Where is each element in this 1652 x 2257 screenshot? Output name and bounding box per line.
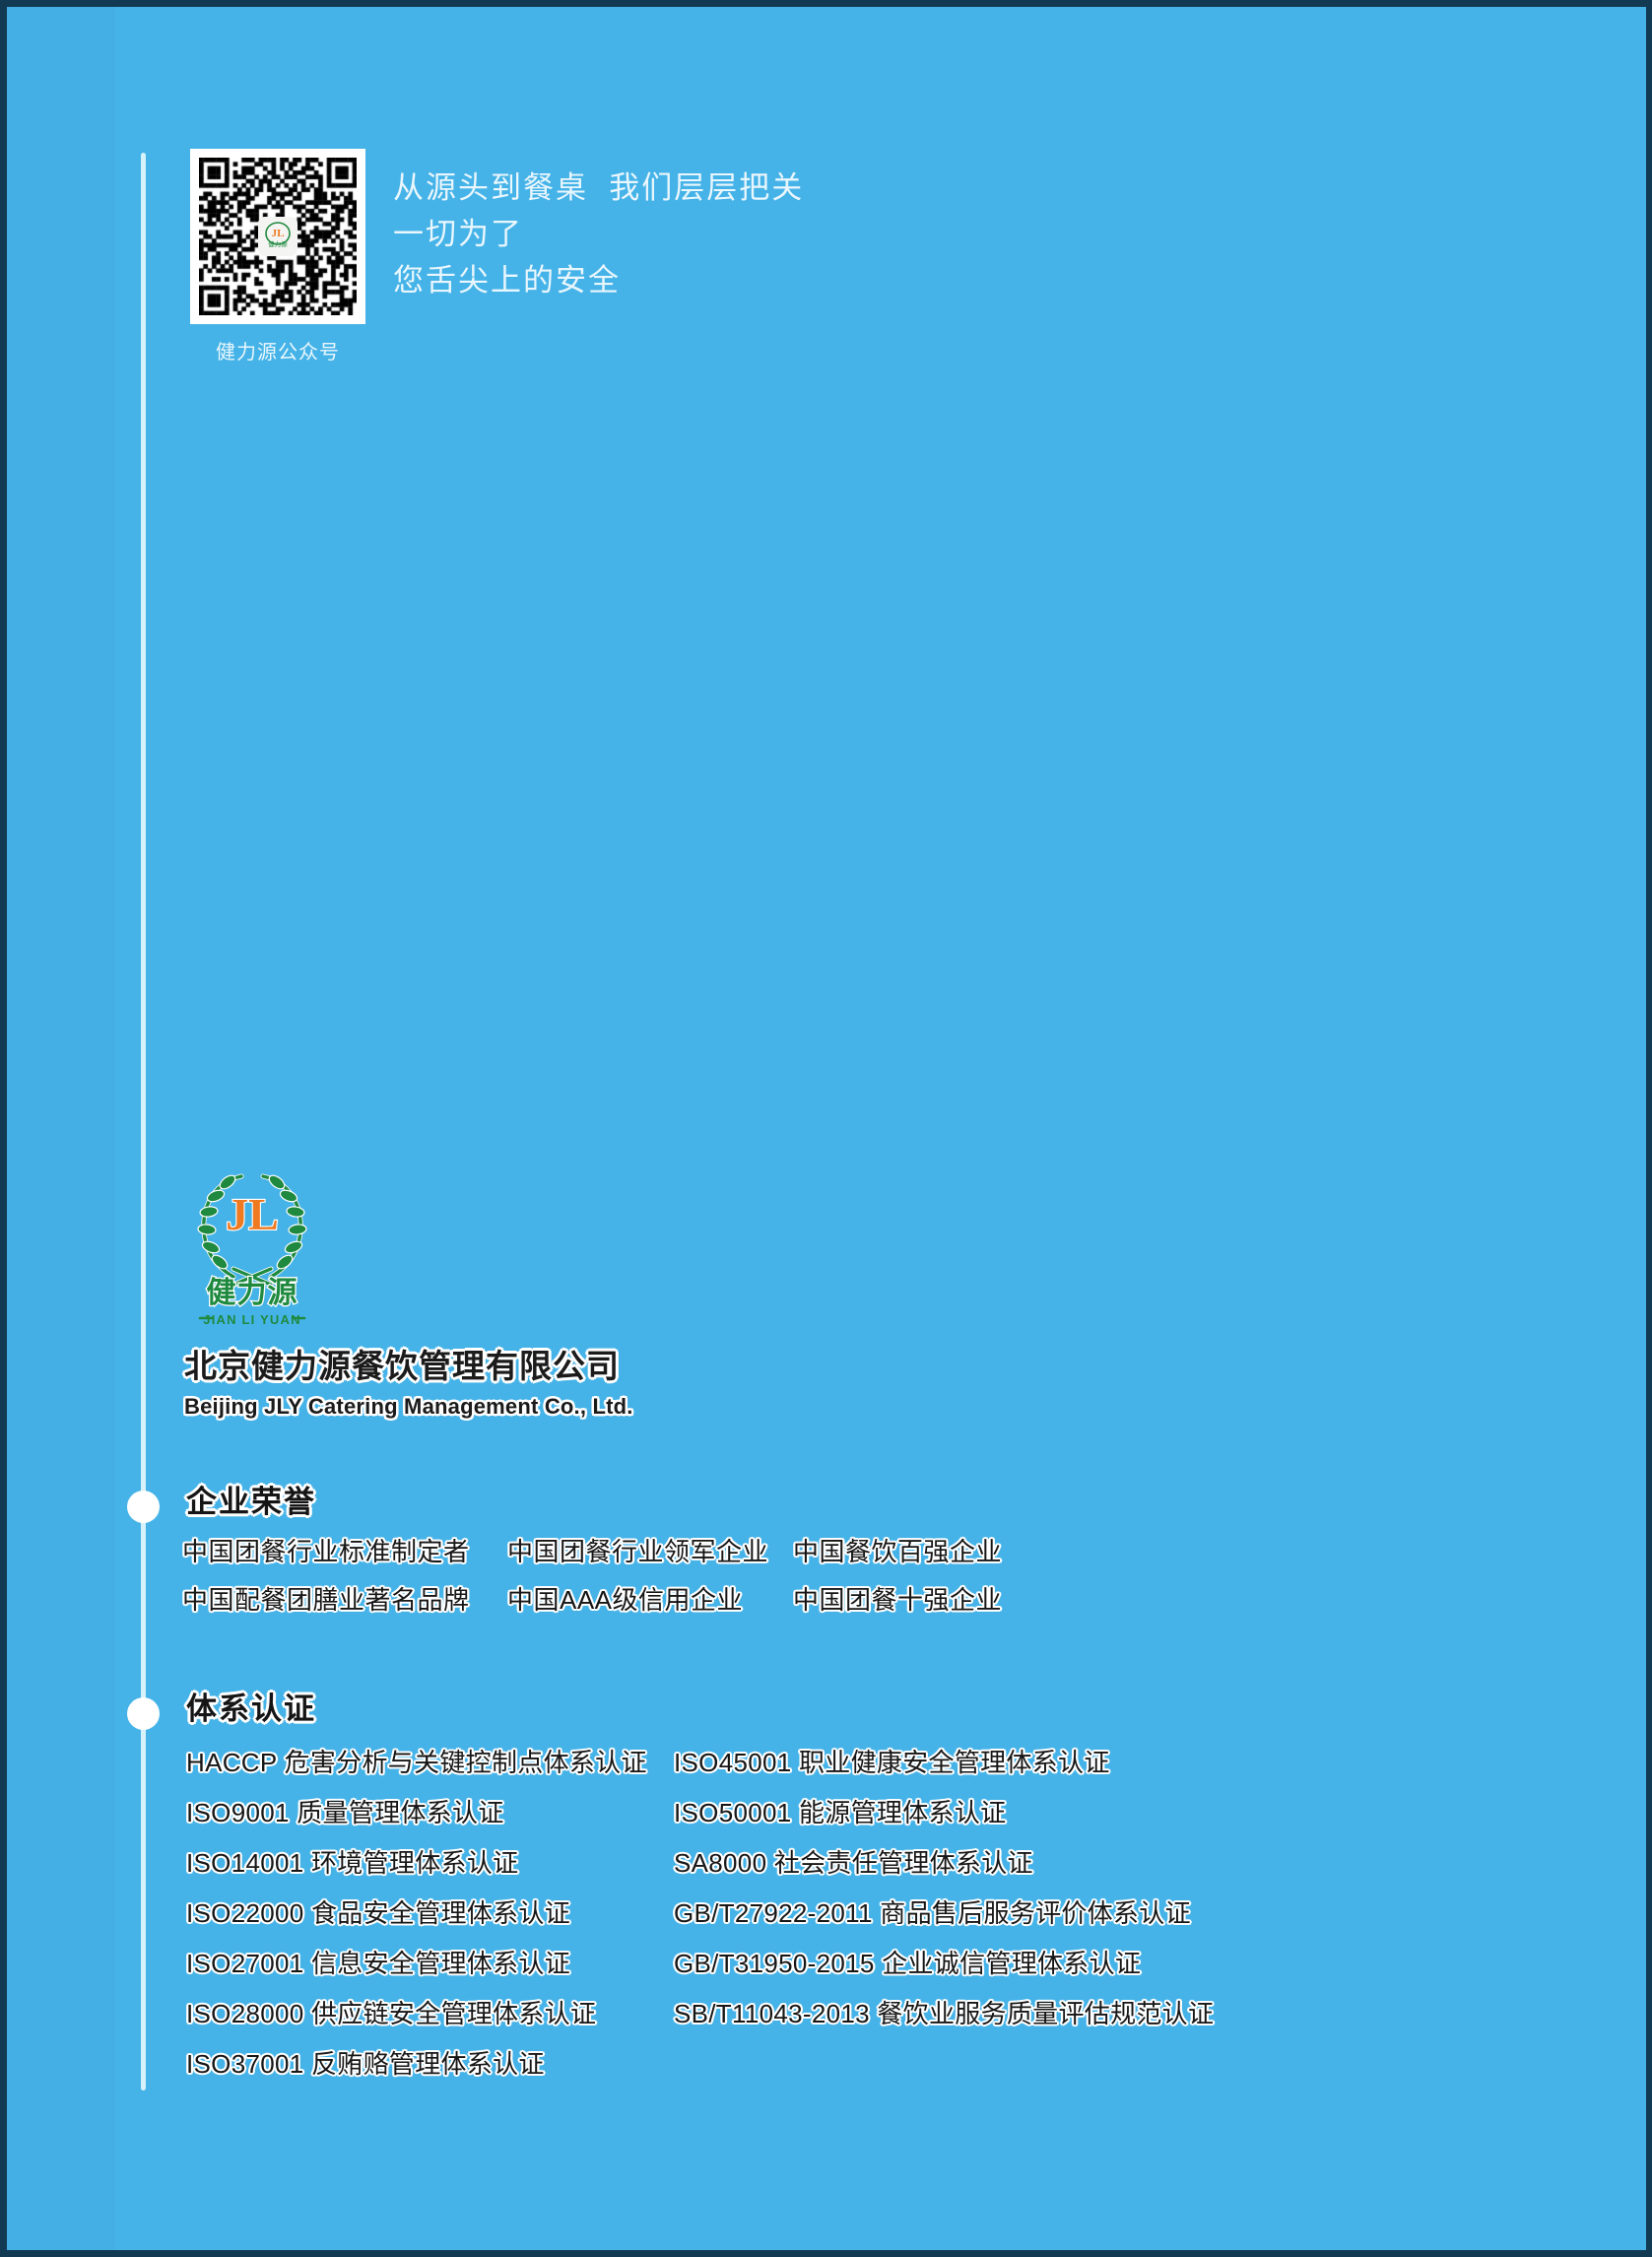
certification-item: HACCP 危害分析与关键控制点体系认证 bbox=[186, 1748, 647, 1777]
honor-item: 中国团餐行业领军企业 bbox=[507, 1537, 769, 1566]
certification-row: ISO28000 供应链安全管理体系认证 SB/T11043-2013 餐饮业服… bbox=[186, 1994, 1270, 2030]
honors-list: 中国团餐行业标准制定者 中国团餐行业领军企业 中国餐饮百强企业 中国配餐团膳业著… bbox=[182, 1532, 1167, 1628]
timeline-rule bbox=[141, 153, 146, 2091]
certification-item bbox=[674, 2044, 1225, 2081]
certification-item: GB/T31950-2015 企业诚信管理体系认证 bbox=[674, 1949, 1142, 1978]
qr-caption: 健力源公众号 bbox=[216, 342, 340, 364]
company-name-block: 北京健力源餐饮管理有限公司 Beijing JLY Catering Manag… bbox=[184, 1340, 633, 1420]
certification-row: HACCP 危害分析与关键控制点体系认证 ISO45001 职业健康安全管理体系… bbox=[186, 1743, 1270, 1779]
logo-name-pinyin: JIAN LI YUAN bbox=[203, 1312, 300, 1327]
honor-item: 中国AAA级信用企业 bbox=[507, 1585, 744, 1615]
svg-text:JL: JL bbox=[272, 228, 285, 239]
svg-text:健力源: 健力源 bbox=[268, 239, 288, 248]
certification-row: ISO37001 反贿赂管理体系认证 bbox=[186, 2044, 1270, 2081]
certification-item: ISO28000 供应链安全管理体系认证 bbox=[186, 1999, 597, 2028]
honor-item: 中国团餐十强企业 bbox=[793, 1585, 1003, 1615]
company-name-en: Beijing JLY Catering Management Co., Ltd… bbox=[184, 1394, 633, 1419]
company-name-cn: 北京健力源餐饮管理有限公司 bbox=[184, 1348, 620, 1384]
logo-name-cn: 健力源 bbox=[207, 1277, 298, 1309]
qr-center-logo-icon: JL 健力源 bbox=[258, 217, 297, 256]
brand-logo: JL 健力源 JIAN LI YUAN bbox=[182, 1153, 322, 1330]
certification-item: SB/T11043-2013 餐饮业服务质量评估规范认证 bbox=[674, 1999, 1215, 2028]
slogan-block: 从源头到餐桌 我们层层把关 一切为了 您舌尖上的安全 bbox=[393, 165, 804, 303]
certification-item: ISO27001 信息安全管理体系认证 bbox=[186, 1949, 571, 1978]
slogan-line-3: 您舌尖上的安全 bbox=[393, 263, 621, 299]
timeline-dot-honors bbox=[127, 1491, 160, 1523]
slogan-line-1: 从源头到餐桌 我们层层把关 bbox=[393, 170, 805, 205]
honor-item: 中国团餐行业标准制定者 bbox=[182, 1537, 470, 1566]
certification-row: ISO22000 食品安全管理体系认证 GB/T27922-2011 商品售后服… bbox=[186, 1893, 1270, 1930]
qr-code-block: JL 健力源 健力源公众号 bbox=[190, 149, 365, 365]
certification-item: ISO14001 环境管理体系认证 bbox=[186, 1848, 519, 1878]
certification-item: SA8000 社会责任管理体系认证 bbox=[674, 1848, 1033, 1878]
honors-row: 中国团餐行业标准制定者 中国团餐行业领军企业 中国餐饮百强企业 bbox=[182, 1532, 1167, 1568]
certification-row: ISO27001 信息安全管理体系认证 GB/T31950-2015 企业诚信管… bbox=[186, 1944, 1270, 1980]
certification-item: GB/T27922-2011 商品售后服务评价体系认证 bbox=[674, 1898, 1191, 1928]
section-title-certifications: 体系认证 bbox=[186, 1692, 316, 1726]
honor-item: 中国配餐团膳业著名品牌 bbox=[182, 1585, 470, 1615]
timeline-dot-certifications bbox=[127, 1697, 160, 1730]
honors-row: 中国配餐团膳业著名品牌 中国AAA级信用企业 中国团餐十强企业 bbox=[182, 1580, 1167, 1617]
certification-item: ISO37001 反贿赂管理体系认证 bbox=[186, 2049, 545, 2079]
section-title-honors: 企业荣誉 bbox=[186, 1485, 316, 1519]
certification-row: ISO14001 环境管理体系认证 SA8000 社会责任管理体系认证 bbox=[186, 1843, 1270, 1880]
certification-item: ISO22000 食品安全管理体系认证 bbox=[186, 1898, 571, 1928]
left-color-band bbox=[7, 7, 115, 2250]
qr-code-frame[interactable]: JL 健力源 bbox=[190, 149, 365, 324]
certifications-list: HACCP 危害分析与关键控制点体系认证 ISO45001 职业健康安全管理体系… bbox=[186, 1743, 1270, 2094]
certification-row: ISO9001 质量管理体系认证 ISO50001 能源管理体系认证 bbox=[186, 1793, 1270, 1829]
slogan-line-2: 一切为了 bbox=[393, 217, 523, 252]
logo-monogram: JL bbox=[226, 1189, 279, 1239]
certification-item: ISO45001 职业健康安全管理体系认证 bbox=[674, 1748, 1110, 1777]
certification-item: ISO9001 质量管理体系认证 bbox=[186, 1798, 504, 1827]
certification-item: ISO50001 能源管理体系认证 bbox=[674, 1798, 1007, 1827]
honor-item: 中国餐饮百强企业 bbox=[793, 1537, 1003, 1566]
